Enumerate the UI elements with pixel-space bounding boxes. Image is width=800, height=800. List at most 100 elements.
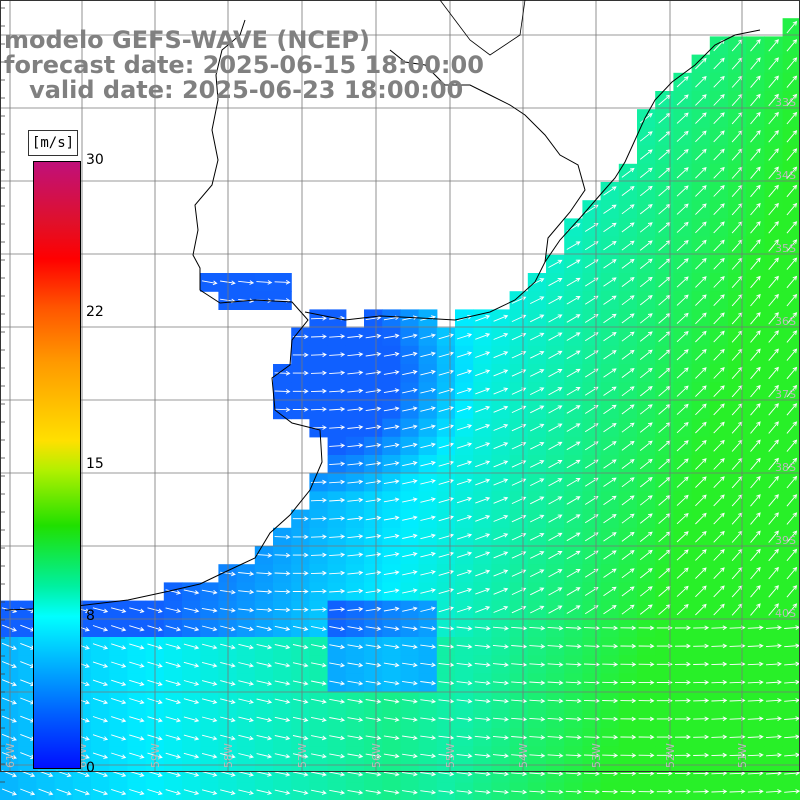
wind-arrow — [493, 478, 509, 486]
wind-arrow — [750, 403, 761, 416]
wind-arrow — [713, 221, 725, 234]
wind-arrow — [566, 332, 581, 341]
wind-arrow — [583, 698, 600, 704]
wind-arrow — [583, 680, 600, 686]
wind-arrow — [750, 239, 761, 252]
wind-arrow — [750, 293, 761, 307]
wind-arrow — [456, 717, 473, 722]
wind-arrow — [676, 76, 689, 88]
wind-arrow — [420, 388, 436, 394]
wind-arrow — [750, 585, 761, 598]
wind-arrow — [383, 680, 400, 686]
wind-arrow — [165, 643, 181, 650]
wind-arrow — [529, 625, 546, 631]
wind-arrow — [310, 352, 327, 358]
wind-arrow — [256, 698, 273, 704]
wind-arrow — [456, 606, 473, 613]
wind-arrow — [676, 349, 689, 361]
wind-arrow — [603, 550, 617, 560]
wind-arrow — [750, 57, 761, 70]
wind-arrow — [713, 585, 725, 598]
wind-arrow — [474, 753, 491, 759]
wind-arrow — [695, 75, 707, 88]
wind-arrow — [583, 789, 600, 795]
wind-arrow — [711, 679, 728, 685]
wind-arrow — [530, 478, 545, 487]
wind-arrow — [547, 698, 564, 704]
wind-arrow — [786, 293, 798, 307]
wind-arrow — [383, 790, 400, 795]
wind-arrow — [713, 185, 725, 197]
wind-arrow — [402, 388, 418, 394]
wind-arrow — [639, 313, 653, 324]
wind-arrow — [603, 331, 617, 342]
wind-arrow — [693, 680, 710, 685]
wind-arrow — [456, 442, 473, 449]
wind-arrow — [475, 496, 491, 504]
wind-arrow — [676, 167, 689, 179]
wind-arrow — [786, 475, 798, 489]
wind-arrow — [111, 625, 127, 632]
wind-arrow — [676, 94, 689, 106]
wind-arrow — [639, 477, 653, 488]
wind-arrow — [786, 166, 798, 179]
wind-arrow — [713, 421, 725, 434]
wind-arrow — [383, 606, 400, 612]
longitude-label: 57W — [296, 743, 309, 768]
wind-arrow — [256, 716, 273, 723]
wind-arrow — [620, 662, 637, 667]
wind-arrow — [256, 625, 273, 632]
wind-arrow — [768, 57, 779, 70]
wind-arrow — [676, 494, 689, 506]
wind-arrow — [750, 93, 761, 107]
wind-arrow — [92, 625, 109, 632]
wind-arrow — [310, 534, 327, 540]
wind-arrow — [621, 477, 635, 488]
wind-arrow — [292, 352, 309, 358]
wind-arrow — [183, 734, 200, 741]
wind-arrow — [256, 643, 273, 650]
wind-arrow — [220, 643, 236, 650]
wind-arrow — [475, 569, 491, 577]
wind-arrow — [292, 534, 309, 540]
longitude-label: 53W — [590, 743, 603, 768]
wind-arrow — [92, 607, 109, 614]
wind-arrow — [329, 534, 346, 539]
wind-arrow — [548, 587, 563, 596]
wind-arrow — [129, 734, 145, 741]
wind-arrow — [92, 679, 109, 687]
wind-arrow — [620, 643, 637, 649]
wind-arrow — [602, 734, 619, 740]
wind-arrow — [786, 257, 798, 270]
wind-arrow — [347, 497, 364, 503]
wind-arrow — [603, 477, 617, 487]
wind-arrow — [274, 534, 291, 540]
wind-arrow — [768, 384, 779, 398]
wind-arrow — [603, 404, 617, 415]
wind-arrow — [529, 680, 546, 686]
wind-arrow — [220, 571, 236, 577]
latitude-label: 38S — [775, 461, 796, 474]
wind-arrow — [238, 589, 255, 595]
wind-arrow — [165, 752, 181, 759]
wind-arrow — [620, 698, 637, 704]
wind-arrow — [220, 280, 236, 286]
wind-arrow — [147, 770, 163, 777]
wind-cell — [236, 782, 256, 800]
wind-arrow — [603, 532, 617, 542]
wind-arrow — [201, 607, 218, 613]
wind-arrow — [695, 603, 707, 616]
wind-arrow — [693, 734, 710, 740]
wind-arrow — [676, 403, 689, 415]
wind-arrow — [602, 771, 619, 776]
wind-arrow — [329, 516, 346, 521]
wind-arrow — [565, 753, 582, 758]
wind-arrow — [292, 370, 309, 376]
wind-arrow — [383, 626, 400, 631]
wind-arrow — [365, 644, 382, 650]
wind-arrow — [1, 661, 17, 669]
wind-cell — [254, 782, 274, 800]
wind-arrow — [256, 680, 273, 686]
wind-arrow — [768, 548, 779, 562]
wind-arrow — [786, 566, 798, 580]
